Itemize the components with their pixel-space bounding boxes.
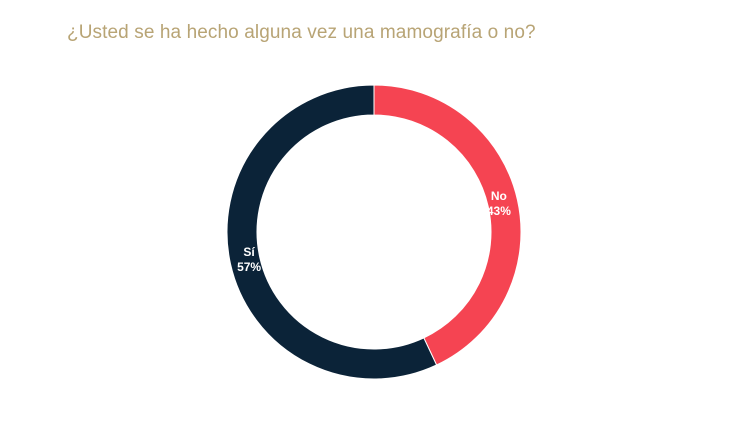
chart-title: ¿Usted se ha hecho alguna vez una mamogr… <box>67 22 536 43</box>
slice-label-sí: Sí <box>243 245 255 259</box>
slice-sí <box>226 84 438 380</box>
slice-value-no: 43% <box>487 204 511 218</box>
slice-label-no: No <box>491 189 507 203</box>
slice-no <box>373 84 522 366</box>
slice-value-sí: 57% <box>237 260 261 274</box>
